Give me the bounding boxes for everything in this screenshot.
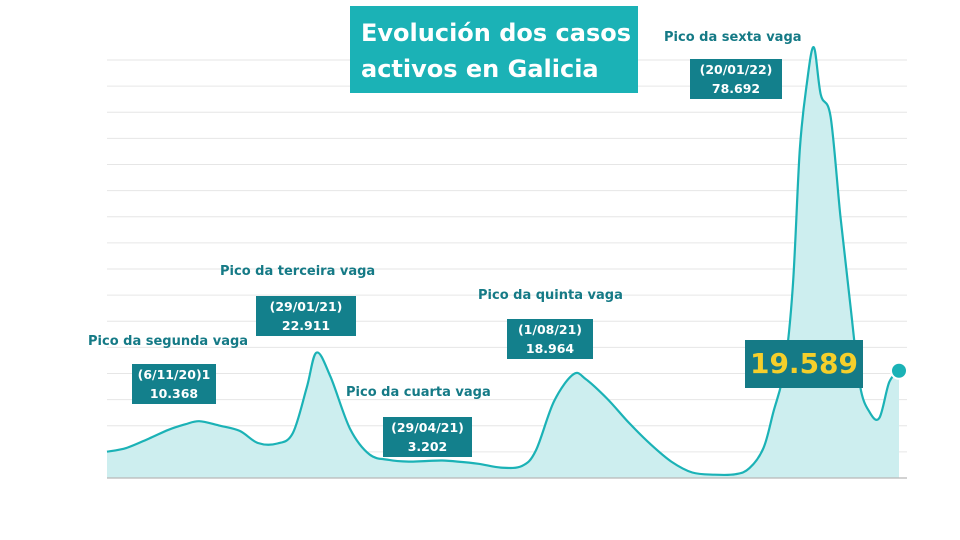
annotation-date: (20/01/22) (699, 62, 773, 77)
annotation-value: 10.368 (149, 386, 199, 401)
annotation-value: 78.692 (711, 81, 761, 96)
chart-title-line-1: Evolución dos casos (361, 19, 632, 47)
series-area (107, 47, 899, 478)
annotation-date: (29/01/21) (269, 299, 343, 314)
annotation-title-fifth-wave: Pico da quinta vaga (478, 288, 623, 303)
chart-title-line-2: activos en Galicia (361, 55, 599, 83)
annotation-value: 18.964 (525, 341, 575, 356)
current-value-badge: 19.589 (745, 340, 863, 388)
annotation-title-sixth-wave: Pico da sexta vaga (664, 30, 802, 45)
chart-title: Evolución dos casos activos en Galicia (350, 6, 638, 93)
annotation-box-sixth-wave: (20/01/22) 78.692 (690, 59, 782, 99)
series-line (106, 46, 900, 477)
annotation-box-third-wave: (29/01/21) 22.911 (256, 296, 356, 336)
annotation-title-fourth-wave: Pico da cuarta vaga (346, 385, 491, 400)
annotation-date: (1/08/21) (517, 322, 583, 337)
annotation-date: (6/11/20)1 (137, 367, 211, 382)
annotation-date: (29/04/21) (391, 420, 464, 435)
annotation-box-fifth-wave: (1/08/21) 18.964 (507, 319, 593, 359)
annotation-title-third-wave: Pico da terceira vaga (220, 264, 376, 279)
annotation-box-second-wave: (6/11/20)1 10.368 (132, 364, 216, 404)
annotation-title-second-wave: Pico da segunda vaga (88, 334, 249, 349)
annotation-value: 22.911 (281, 318, 331, 333)
annotation-box-fourth-wave: (29/04/21) 3.202 (383, 417, 472, 457)
last-value-marker (890, 361, 908, 380)
annotation-value: 3.202 (407, 439, 448, 454)
